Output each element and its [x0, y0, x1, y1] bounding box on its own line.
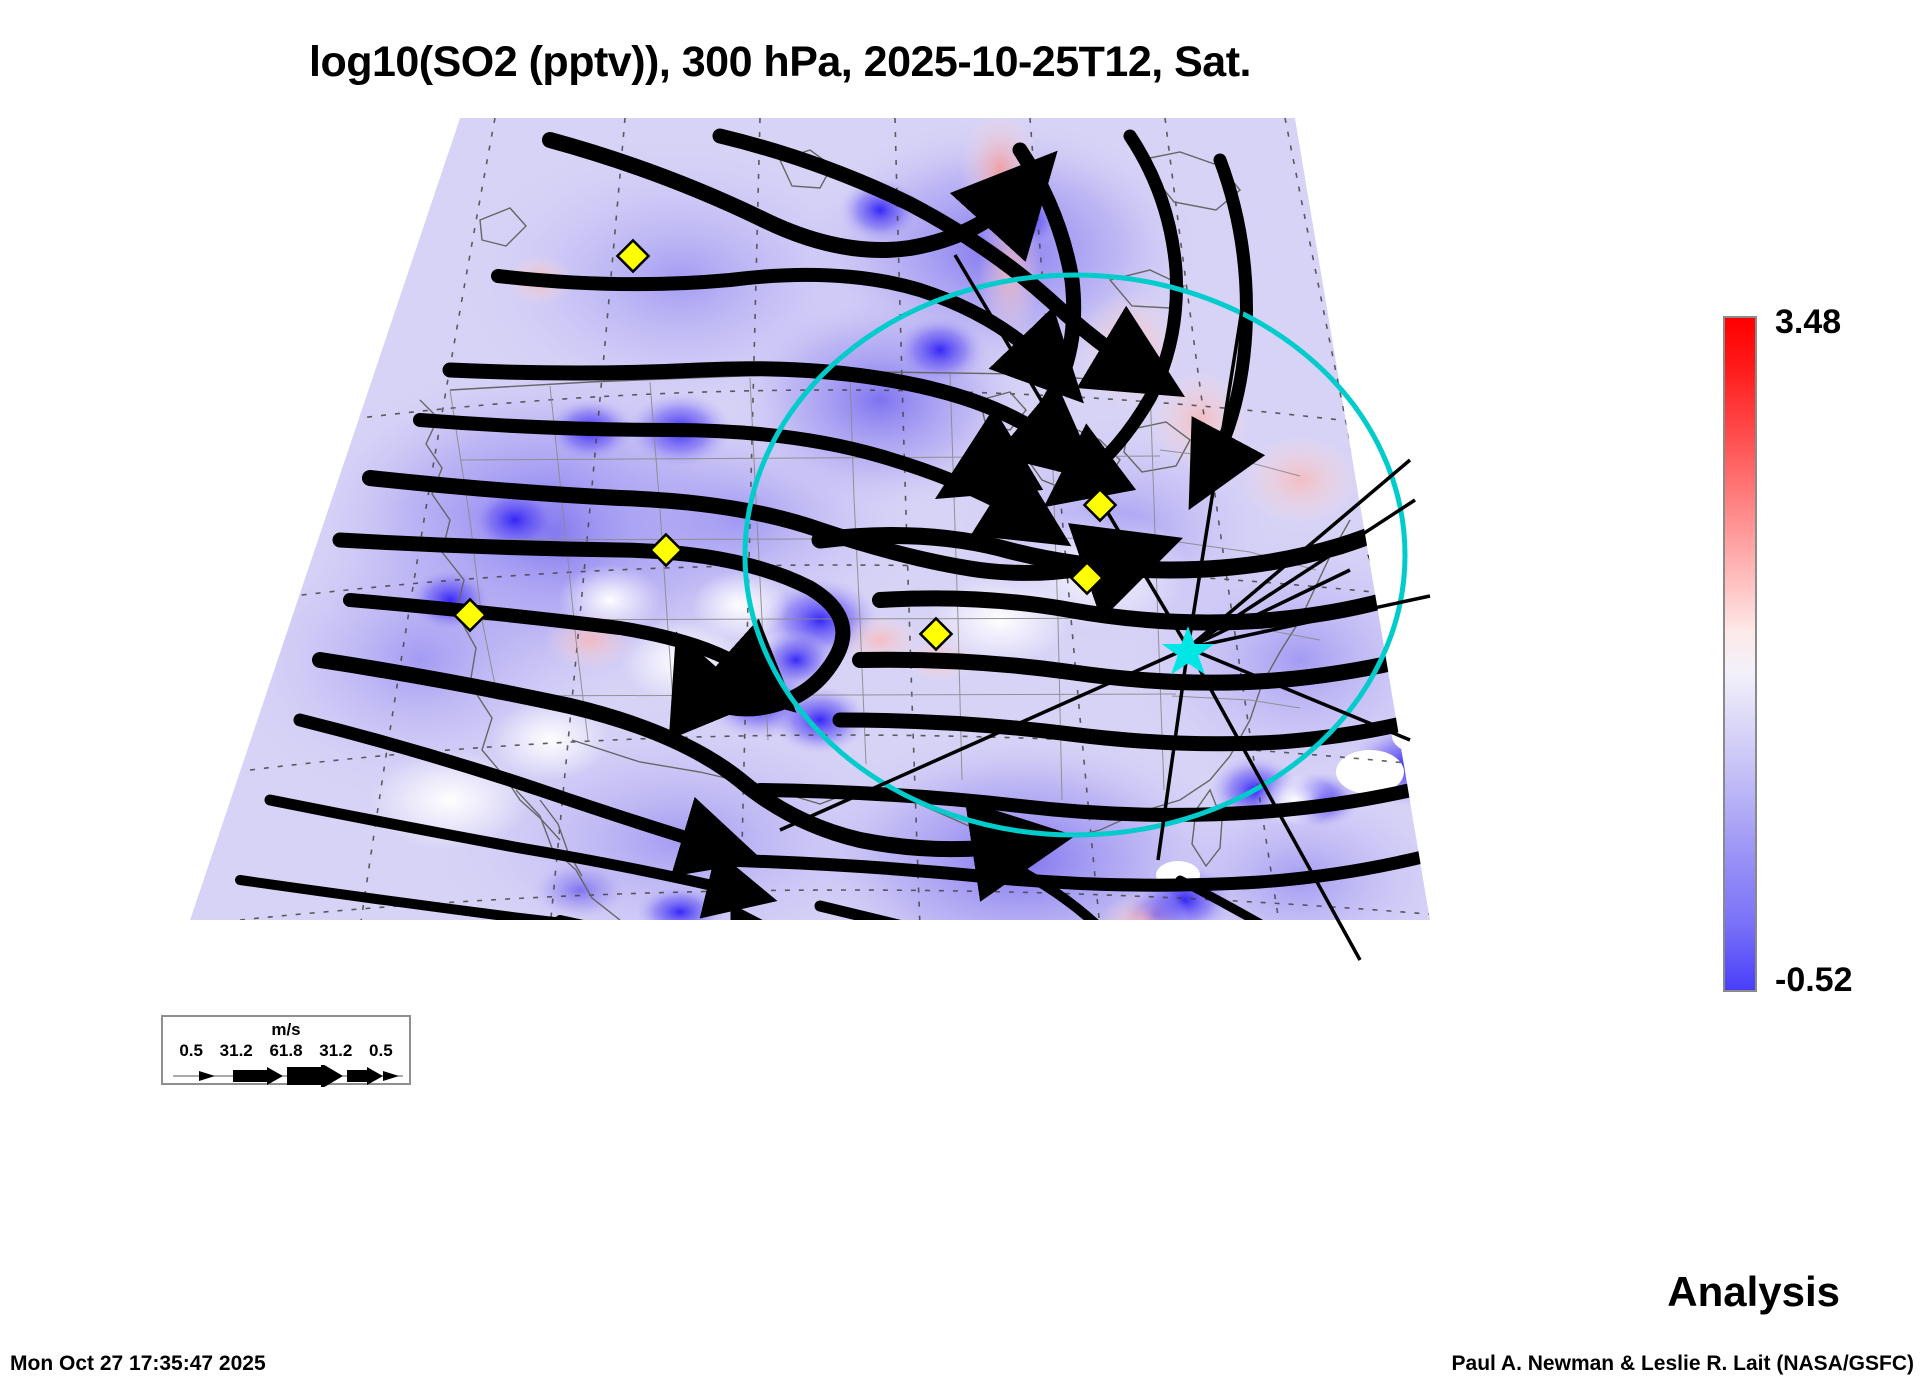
teal-view-circle: [742, 272, 1408, 838]
wind-legend-value-1: 31.2: [219, 1041, 253, 1060]
station-marker-5[interactable]: [1082, 487, 1118, 523]
wind-legend-value-2: 61.8: [269, 1041, 303, 1060]
wind-speed-legend: m/s 0.5 31.2 61.8 31.2 0.5: [161, 1015, 411, 1087]
wind-legend-unit: m/s: [271, 1020, 301, 1039]
colorbar: [1723, 316, 1757, 992]
wind-legend-arrow-scale: [173, 1065, 403, 1087]
colorbar-min-label: -0.52: [1775, 961, 1853, 999]
colorbar-max-label: 3.48: [1775, 303, 1842, 341]
author-credit: Paul A. Newman & Leslie R. Lait (NASA/GS…: [1451, 1352, 1914, 1375]
station-marker-3[interactable]: [452, 597, 488, 633]
station-marker-2[interactable]: [648, 532, 684, 568]
station-marker-6[interactable]: [1069, 560, 1105, 596]
wind-legend-value-4: 0.5: [369, 1041, 393, 1060]
wind-legend-values: 0.5 31.2 61.8 31.2 0.5: [163, 1041, 409, 1061]
page-title: log10(SO2 (pptv)), 300 hPa, 2025-10-25T1…: [309, 38, 1251, 86]
wind-legend-value-0: 0.5: [179, 1041, 203, 1060]
map-canvas[interactable]: [120, 100, 1540, 1030]
render-timestamp: Mon Oct 27 17:35:47 2025: [10, 1352, 266, 1375]
map-panel[interactable]: [120, 100, 1540, 1030]
station-marker-4[interactable]: [918, 616, 954, 652]
station-markers[interactable]: [452, 238, 1215, 675]
site-center-star-icon[interactable]: [1161, 626, 1215, 675]
wind-legend-value-3: 31.2: [319, 1041, 353, 1060]
analysis-label: Analysis: [1667, 1268, 1840, 1315]
orbit-track-lines: [779, 254, 1431, 961]
station-marker-1[interactable]: [615, 238, 651, 274]
